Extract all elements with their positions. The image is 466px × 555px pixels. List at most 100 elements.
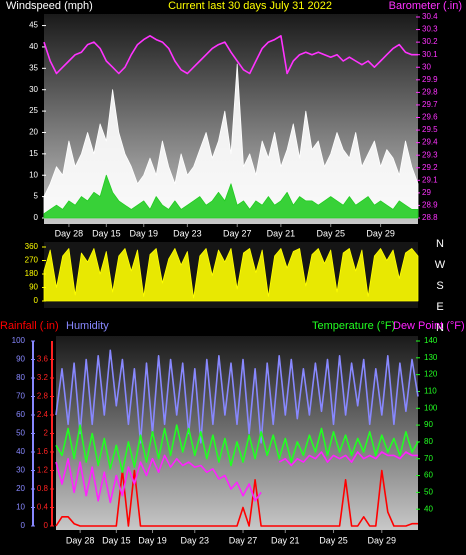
x-tick-label: Day 23 xyxy=(181,535,210,545)
x-tick-label: Day 19 xyxy=(129,228,158,238)
y-tick-label: 80 xyxy=(16,373,25,382)
x-tick-label: Day 19 xyxy=(138,535,167,545)
y-tick-label: 0 xyxy=(34,213,39,222)
y-tick-label: 45 xyxy=(29,21,38,30)
y-tick-label: 360 xyxy=(25,242,39,251)
y-tick-label: 30.2 xyxy=(422,37,438,46)
y-tick-label: 35 xyxy=(29,63,38,72)
x-tick-label: Day 15 xyxy=(92,228,121,238)
y-tick-label: 90 xyxy=(16,355,25,364)
y-tick-label: 40 xyxy=(16,447,25,456)
y-tick-label: 90 xyxy=(424,420,433,429)
compass-label: E xyxy=(436,301,443,313)
y-tick-label: 0 xyxy=(34,296,39,305)
series-label: Temperature (°F) xyxy=(312,320,395,332)
series-label: Windspeed (mph) xyxy=(6,0,93,12)
y-tick-label: 3.6 xyxy=(37,355,49,364)
y-tick-label: 28.9 xyxy=(422,201,438,210)
x-tick-label: Day 25 xyxy=(316,228,345,238)
x-tick-label: Day 29 xyxy=(366,228,395,238)
y-tick-label: 70 xyxy=(424,454,433,463)
y-tick-label: 30.4 xyxy=(422,12,438,21)
y-tick-label: 3.2 xyxy=(37,373,49,382)
y-tick-label: 15 xyxy=(29,149,38,158)
y-tick-label: 180 xyxy=(25,269,39,278)
compass-label: S xyxy=(436,280,443,292)
y-tick-label: 29.4 xyxy=(422,138,438,147)
y-tick-label: 10 xyxy=(29,170,38,179)
series-label: Rainfall (.in) xyxy=(0,320,59,332)
y-tick-label: 30 xyxy=(29,85,38,94)
y-tick-label: 10 xyxy=(16,503,25,512)
y-tick-label: 60 xyxy=(16,410,25,419)
y-tick-label: 140 xyxy=(424,336,438,345)
y-tick-label: 100 xyxy=(12,336,26,345)
y-tick-label: 29.9 xyxy=(422,75,438,84)
y-tick-label: 20 xyxy=(29,128,38,137)
y-tick-label: 1.6 xyxy=(37,447,49,456)
x-tick-label: Day 23 xyxy=(173,228,202,238)
x-tick-label: Day 27 xyxy=(223,228,252,238)
x-tick-label: Day 29 xyxy=(368,535,397,545)
y-tick-label: 0.8 xyxy=(37,484,49,493)
y-tick-label: 29.1 xyxy=(422,175,438,184)
y-tick-label: 0 xyxy=(44,521,49,530)
y-tick-label: 25 xyxy=(29,106,38,115)
y-tick-label: 2.8 xyxy=(37,392,49,401)
series-area xyxy=(43,248,419,302)
y-tick-label: 29.2 xyxy=(422,163,438,172)
y-tick-label: 20 xyxy=(16,484,25,493)
y-tick-label: 28.8 xyxy=(422,213,438,222)
series-label: Humidity xyxy=(66,320,109,332)
y-tick-label: 40 xyxy=(424,504,433,513)
x-tick-label: Day 25 xyxy=(319,535,348,545)
y-tick-label: 29.6 xyxy=(422,113,438,122)
y-tick-label: 0 xyxy=(21,521,26,530)
y-tick-label: 30.3 xyxy=(422,25,438,34)
y-tick-label: 29.3 xyxy=(422,150,438,159)
y-tick-label: 30.1 xyxy=(422,50,438,59)
series-label: Dew Point (°F) xyxy=(393,320,465,332)
y-tick-label: 2 xyxy=(44,429,49,438)
series-line xyxy=(55,451,418,504)
y-tick-label: 30 xyxy=(16,466,25,475)
y-tick-label: 270 xyxy=(25,256,39,265)
y-tick-label: 90 xyxy=(29,283,38,292)
y-tick-label: 5 xyxy=(34,192,39,201)
y-tick-label: 80 xyxy=(424,437,433,446)
y-tick-label: 2.4 xyxy=(37,410,49,419)
compass-label: W xyxy=(435,259,446,271)
y-tick-label: 40 xyxy=(29,42,38,51)
plot-background xyxy=(56,336,418,530)
series-line xyxy=(55,349,419,444)
series-label: Barometer (.in) xyxy=(389,0,462,12)
y-tick-label: 120 xyxy=(424,370,438,379)
y-tick-label: 30 xyxy=(422,62,431,71)
y-tick-label: 1.2 xyxy=(37,466,49,475)
x-tick-label: Day 21 xyxy=(267,228,296,238)
x-tick-label: Day 28 xyxy=(66,535,95,545)
y-tick-label: 130 xyxy=(424,353,438,362)
y-tick-label: 110 xyxy=(424,387,437,396)
series-area xyxy=(43,63,419,219)
y-tick-label: 29 xyxy=(422,188,431,197)
y-tick-label: 50 xyxy=(16,429,25,438)
chart-title: Current last 30 days July 31 2022 xyxy=(168,0,332,12)
y-tick-label: 60 xyxy=(424,471,433,480)
series-line xyxy=(55,469,418,527)
x-tick-label: Day 28 xyxy=(55,228,84,238)
y-tick-label: 29.8 xyxy=(422,87,438,96)
y-tick-label: 50 xyxy=(424,487,433,496)
series-line xyxy=(43,35,418,75)
y-tick-label: 70 xyxy=(16,392,25,401)
y-tick-label: 0.4 xyxy=(37,503,49,512)
y-tick-label: 29.5 xyxy=(422,125,438,134)
series-line xyxy=(55,424,419,473)
compass-label: N xyxy=(436,322,444,334)
compass-label: N xyxy=(436,238,444,250)
x-tick-label: Day 27 xyxy=(229,535,258,545)
x-tick-label: Day 15 xyxy=(102,535,131,545)
y-tick-label: 29.7 xyxy=(422,100,438,109)
series-area xyxy=(43,174,419,219)
